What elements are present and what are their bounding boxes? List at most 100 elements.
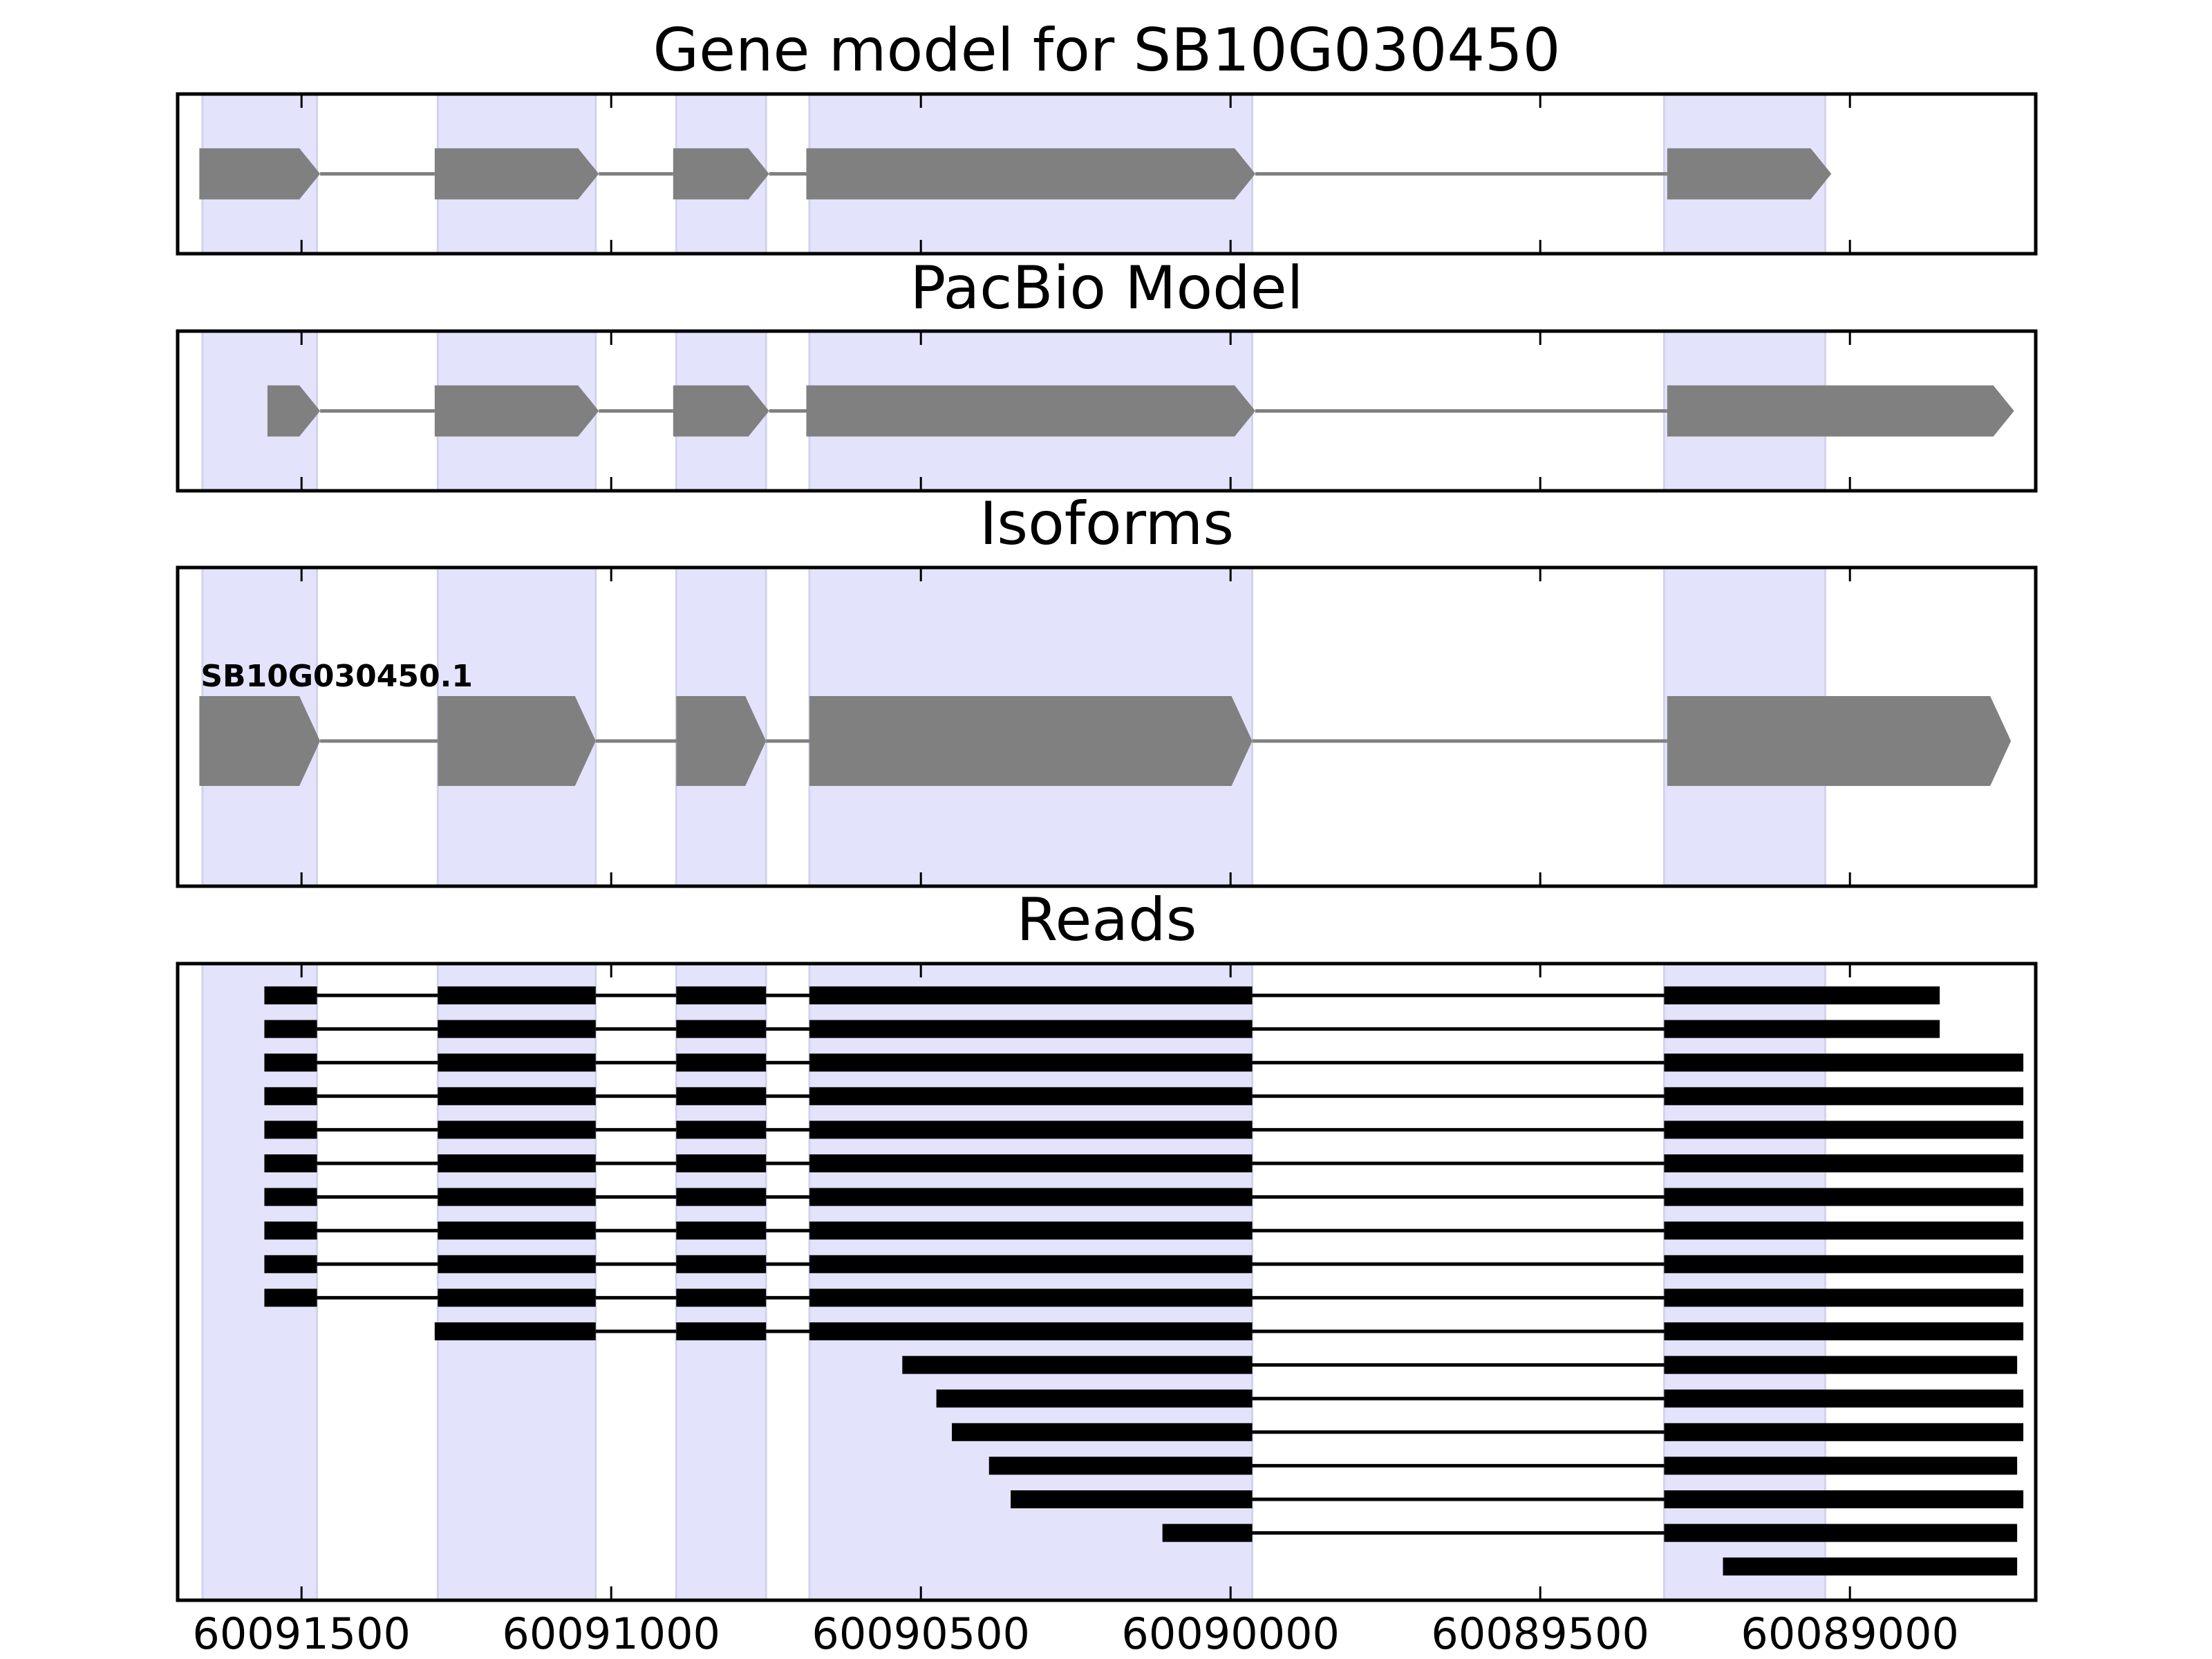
exon-arrow [806,385,1256,437]
read-block [1664,1053,2024,1072]
exon-arrow [1667,148,1832,200]
panel-isoforms: SB10G030450.1 Isoforms [176,489,2038,888]
read-block [952,1423,1253,1441]
read-8 [264,1221,2024,1240]
read-block [438,1154,596,1172]
read-block [264,1255,317,1273]
read-block [434,1322,596,1340]
read-block [1664,1456,2018,1475]
read-block [676,1188,767,1206]
read-block [676,1322,767,1340]
read-block [1664,1322,2024,1340]
read-block [809,1020,1253,1038]
read-block [676,1020,767,1038]
read-block [264,1053,317,1072]
exon-arrow [1667,696,2012,786]
read-block [1664,986,1940,1004]
read-block [676,1154,767,1172]
read-block [1664,1121,2024,1139]
read-15 [988,1456,2018,1475]
read-block [1664,1087,2024,1105]
read-block [809,1255,1253,1273]
read-2 [264,1020,1940,1038]
read-13 [936,1389,2024,1408]
read-block [809,1288,1253,1307]
read-block [809,1322,1253,1340]
exon-arrow [673,148,769,200]
read-block [1664,1188,2024,1206]
read-block [438,1053,596,1072]
read-block [438,1188,596,1206]
read-block [438,1255,596,1273]
read-block [809,986,1253,1004]
read-block [676,1121,767,1139]
exon-arrow [809,696,1253,786]
read-block [438,1288,596,1307]
read-block [264,1121,317,1139]
read-block [676,1053,767,1072]
read-block [676,1221,767,1240]
panel-reads: Reads [176,885,2038,1602]
x-tick-label: 60089000 [1741,1609,1959,1659]
read-block [264,1221,317,1240]
read-18 [1723,1557,2018,1576]
read-block [264,1087,317,1105]
read-block [902,1356,1253,1374]
read-3 [264,1053,2024,1072]
panel-frame [176,565,2038,888]
exon-arrow [267,385,321,437]
read-block [1723,1557,2018,1576]
exon-arrow [434,148,599,200]
exon-arrow [434,385,599,437]
read-block [809,1121,1253,1139]
read-block [438,986,596,1004]
read-block [1664,1288,2024,1307]
read-block [1664,1221,2024,1240]
panel-title: Gene model for SB10G030450 [653,16,1561,85]
read-block [809,1053,1253,1072]
read-block [676,1255,767,1273]
read-block [264,1154,317,1172]
read-block [809,1087,1253,1105]
exon-arrow [676,696,767,786]
panel-title: Reads [1017,885,1197,955]
read-block [1664,1255,2024,1273]
read-6 [264,1154,2024,1172]
read-block [1664,1356,2018,1374]
read-17 [1162,1524,2018,1542]
x-tick-label: 60091000 [502,1609,720,1659]
read-block [1664,1389,2024,1408]
read-10 [264,1288,2024,1307]
read-block [809,1188,1253,1206]
read-block [438,1221,596,1240]
read-1 [264,986,1940,1004]
exon-arrow [199,696,321,786]
read-block [438,1020,596,1038]
exon-arrow [199,148,321,200]
read-block [1664,1020,1940,1038]
read-block [264,986,317,1004]
read-block [264,1020,317,1038]
read-block [1664,1490,2024,1508]
exon-arrow [438,696,596,786]
read-7 [264,1188,2024,1206]
read-5 [264,1121,2024,1139]
read-block [676,1087,767,1105]
panel-gene: Gene model for SB10G030450 [176,16,2038,256]
read-block [1664,1154,2024,1172]
x-tick-label: 60091500 [192,1609,411,1659]
x-tick-label: 60090500 [812,1609,1030,1659]
read-block [676,1288,767,1307]
panel-frame [176,92,2038,256]
exon-arrow [1667,385,2014,437]
read-9 [264,1255,2024,1273]
read-block [988,1456,1253,1475]
panel-frame [176,962,2038,1602]
read-12 [902,1356,2018,1374]
read-block [1162,1524,1253,1542]
exon-arrow [806,148,1256,200]
read-block [809,1154,1253,1172]
read-16 [1011,1490,2024,1508]
read-11 [434,1322,2024,1340]
